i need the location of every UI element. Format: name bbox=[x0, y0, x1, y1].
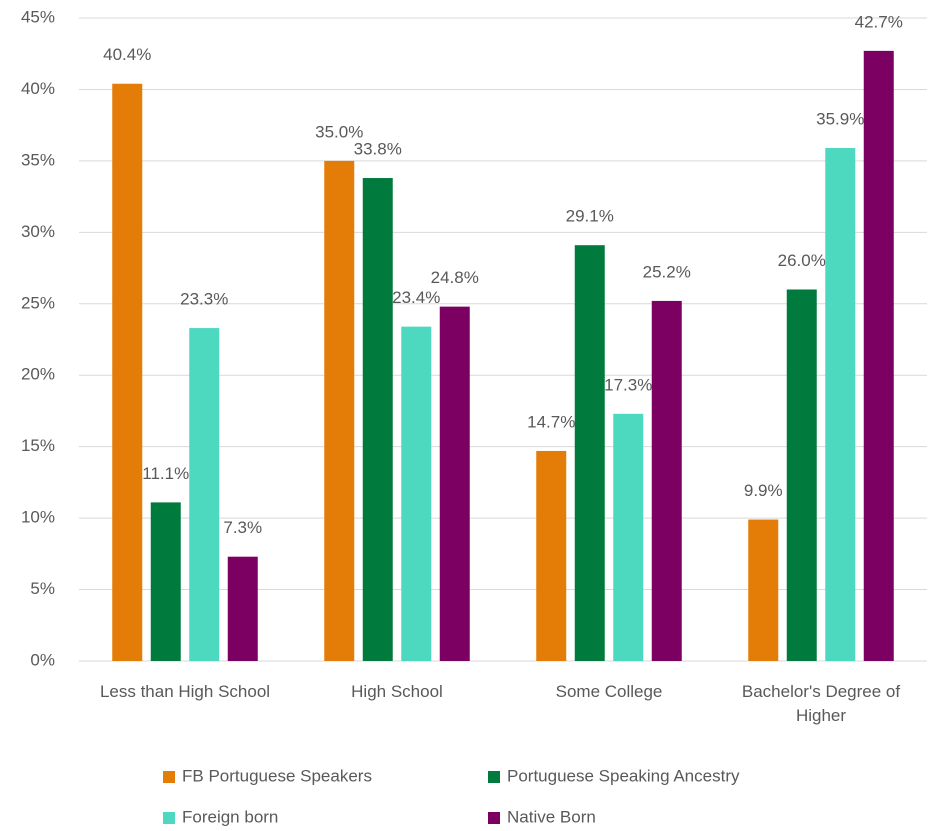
y-tick-label: 30% bbox=[21, 222, 55, 241]
data-label: 42.7% bbox=[855, 12, 903, 31]
bar bbox=[863, 50, 894, 662]
legend-swatch bbox=[163, 771, 175, 783]
bar bbox=[574, 245, 605, 661]
y-tick-label: 25% bbox=[21, 293, 55, 312]
data-label: 9.9% bbox=[744, 481, 783, 500]
bar bbox=[227, 556, 258, 661]
bar bbox=[439, 306, 470, 661]
legend-swatch bbox=[163, 812, 175, 824]
y-tick-label: 45% bbox=[21, 7, 55, 26]
data-label: 17.3% bbox=[604, 375, 652, 394]
bar bbox=[651, 300, 682, 661]
bar bbox=[324, 160, 355, 661]
data-label: 40.4% bbox=[103, 45, 151, 64]
x-tick-label: High School bbox=[351, 682, 443, 701]
data-label: 24.8% bbox=[431, 268, 479, 287]
bar bbox=[401, 326, 432, 661]
y-tick-label: 15% bbox=[21, 436, 55, 455]
data-label: 14.7% bbox=[527, 412, 575, 431]
bar bbox=[748, 519, 779, 661]
data-label: 23.3% bbox=[180, 290, 228, 309]
data-label: 35.0% bbox=[315, 122, 363, 141]
bar bbox=[150, 502, 181, 661]
x-tick-label: Less than High School bbox=[99, 682, 271, 701]
y-tick-label: 35% bbox=[21, 150, 55, 169]
bar bbox=[362, 178, 393, 661]
y-tick-label: 0% bbox=[30, 650, 55, 669]
legend-label: FB Portuguese Speakers bbox=[182, 766, 372, 785]
bar bbox=[613, 413, 644, 661]
data-label: 33.8% bbox=[354, 140, 402, 159]
data-label: 26.0% bbox=[778, 251, 826, 270]
legend-swatch bbox=[488, 771, 500, 783]
y-tick-label: 40% bbox=[21, 79, 55, 98]
legend-label: Foreign born bbox=[182, 807, 278, 826]
data-label: 7.3% bbox=[223, 518, 262, 537]
data-label: 23.4% bbox=[392, 288, 440, 307]
legend-label: Portuguese Speaking Ancestry bbox=[507, 766, 740, 785]
y-tick-label: 5% bbox=[30, 579, 55, 598]
x-tick-label: Bachelor's Degree of Higher bbox=[741, 682, 901, 725]
y-tick-label: 20% bbox=[21, 365, 55, 384]
data-label: 11.1% bbox=[142, 464, 189, 483]
legend-swatch bbox=[488, 812, 500, 824]
data-label: 29.1% bbox=[566, 207, 614, 226]
bar bbox=[536, 450, 567, 661]
data-label: 35.9% bbox=[816, 110, 864, 129]
bar bbox=[786, 289, 817, 661]
bar bbox=[112, 83, 143, 662]
bar bbox=[189, 328, 220, 661]
bar bbox=[825, 148, 856, 662]
legend-label: Native Born bbox=[507, 807, 596, 826]
x-tick-label: Some College bbox=[555, 682, 663, 701]
data-label: 25.2% bbox=[643, 262, 691, 281]
y-tick-label: 10% bbox=[21, 508, 55, 527]
